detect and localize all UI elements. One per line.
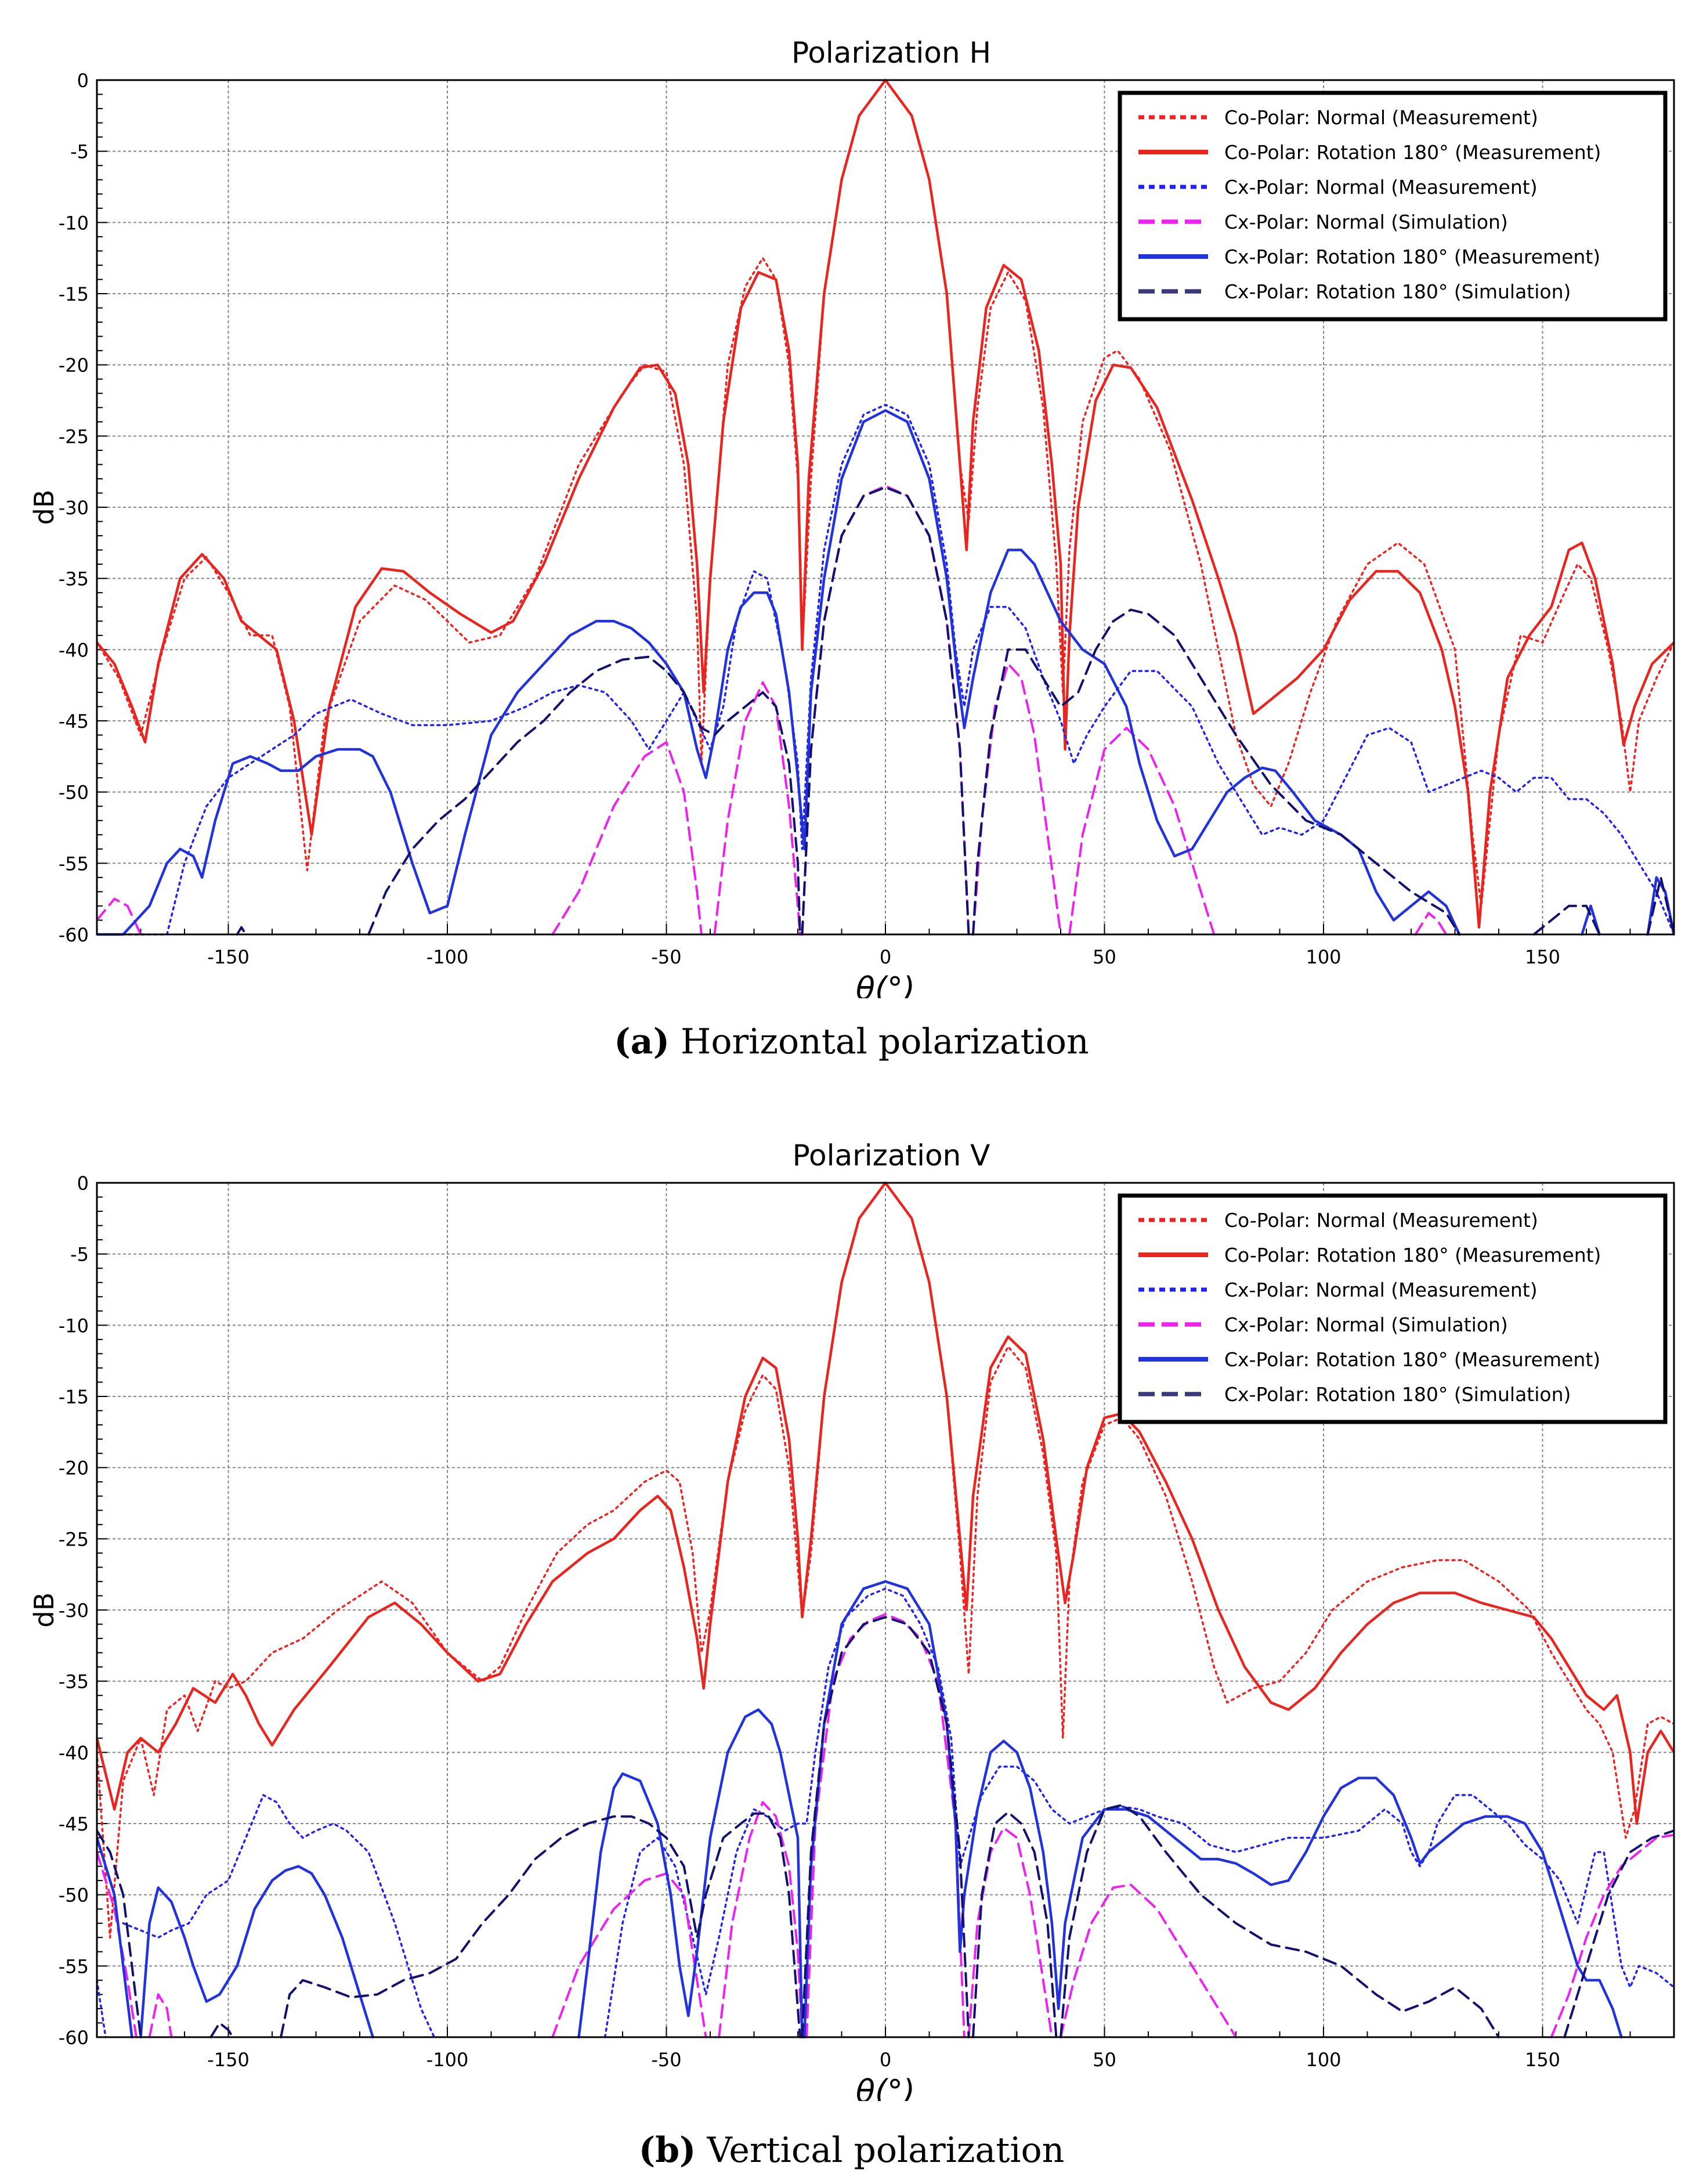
x-tick-label: 150 xyxy=(1525,2049,1560,2071)
legend-label: Cx-Polar: Normal (Simulation) xyxy=(1224,1313,1508,1336)
y-tick-label: -40 xyxy=(59,1742,89,1764)
y-tick-label: -60 xyxy=(59,2027,89,2049)
legend-label: Cx-Polar: Rotation 180° (Measurement) xyxy=(1224,1348,1600,1371)
chart-polarization-v: 0 -5 -10 -15 -20 -25 -30 -35 -40 -45 -50 -55 -60 -150… xyxy=(28,1139,1675,2101)
y-tick-label: -20 xyxy=(59,355,89,377)
y-tick-label: -60 xyxy=(59,924,89,946)
y-tick-label: -35 xyxy=(59,568,89,590)
series-line xyxy=(97,1580,1623,2039)
y-tick-label: -10 xyxy=(59,1315,89,1337)
series-line xyxy=(236,486,1674,936)
series-line xyxy=(97,1613,1674,2038)
series-group xyxy=(97,78,1674,936)
x-tick-label: 50 xyxy=(1093,2049,1116,2071)
legend-label: Co-Polar: Rotation 180° (Measurement) xyxy=(1224,1244,1601,1266)
axes-frame xyxy=(96,1182,1675,2038)
x-tick-label: 150 xyxy=(1525,946,1560,968)
y-axis-label: dB xyxy=(28,1593,60,1628)
x-tick-label: 0 xyxy=(880,2049,891,2071)
y-tick-label: -15 xyxy=(59,1386,89,1408)
caption-text: Horizontal polarization xyxy=(669,1021,1089,1062)
legend-label: Cx-Polar: Normal (Simulation) xyxy=(1224,211,1508,233)
legend-label: Co-Polar: Rotation 180° (Measurement) xyxy=(1224,141,1601,164)
legend-label: Cx-Polar: Normal (Measurement) xyxy=(1224,1279,1538,1301)
caption-tag: (b) xyxy=(638,2130,696,2171)
caption-vertical: (b) Vertical polarization xyxy=(0,2130,1703,2171)
caption-horizontal: (a) Horizontal polarization xyxy=(0,1021,1703,1062)
legend-box xyxy=(1118,91,1668,322)
x-tick-label: 0 xyxy=(880,946,891,968)
chart-title: Polarization V xyxy=(793,1139,990,1172)
series-line xyxy=(97,1616,1674,2038)
series-line xyxy=(97,79,1674,907)
legend-label: Cx-Polar: Rotation 180° (Simulation) xyxy=(1224,1383,1571,1406)
legend-label: Co-Polar: Normal (Measurement) xyxy=(1224,1209,1538,1232)
legend-label: Co-Polar: Normal (Measurement) xyxy=(1224,106,1538,129)
x-tick-label: -50 xyxy=(651,2049,681,2071)
y-tick-label: -5 xyxy=(70,1244,89,1266)
y-tick-label: -5 xyxy=(70,141,89,163)
series-line xyxy=(97,403,1674,936)
x-tick-label: 100 xyxy=(1306,946,1341,968)
x-axis-label: θ(°) xyxy=(856,2073,915,2101)
legend-label: Cx-Polar: Normal (Measurement) xyxy=(1224,176,1538,198)
y-tick-label: -20 xyxy=(59,1457,89,1479)
y-tick-label: -30 xyxy=(59,497,89,519)
axes-frame xyxy=(96,79,1675,936)
x-axis-label: θ(°) xyxy=(856,970,915,998)
y-tick-label: -45 xyxy=(59,1813,89,1835)
y-tick-label: 0 xyxy=(77,70,89,92)
x-tick-label: -150 xyxy=(207,946,250,968)
legend-label: Cx-Polar: Rotation 180° (Simulation) xyxy=(1224,280,1571,303)
x-tick-label: 100 xyxy=(1306,2049,1341,2071)
y-tick-label: -50 xyxy=(59,1885,89,1907)
y-tick-label: 0 xyxy=(77,1172,89,1194)
series-line xyxy=(97,409,1674,936)
y-tick-label: -30 xyxy=(59,1600,89,1622)
x-tick-label: -100 xyxy=(426,2049,469,2071)
series-line xyxy=(97,485,1448,936)
legend-box xyxy=(1118,1193,1668,1424)
y-tick-label: -55 xyxy=(59,853,89,875)
caption-tag: (a) xyxy=(614,1021,670,1062)
y-axis-label: dB xyxy=(28,490,60,525)
x-tick-label: 50 xyxy=(1093,946,1116,968)
chart-polarization-h: 0 -5 -10 -15 -20 -25 -30 -35 -40 -45 -50 -55 -60 -150… xyxy=(28,36,1675,998)
y-tick-label: -40 xyxy=(59,639,89,661)
y-tick-label: -15 xyxy=(59,283,89,305)
y-tick-label: -45 xyxy=(59,710,89,732)
y-tick-label: -55 xyxy=(59,1955,89,1977)
y-tick-label: -35 xyxy=(59,1671,89,1693)
x-tick-label: -100 xyxy=(426,946,469,968)
y-tick-label: -25 xyxy=(59,425,89,447)
chart-title: Polarization H xyxy=(791,36,991,70)
legend-label: Cx-Polar: Rotation 180° (Measurement) xyxy=(1224,246,1600,268)
x-tick-label: -50 xyxy=(651,946,681,968)
y-tick-label: -50 xyxy=(59,782,89,804)
x-tick-label: -150 xyxy=(207,2049,250,2071)
y-tick-label: -25 xyxy=(59,1528,89,1550)
y-tick-label: -10 xyxy=(59,212,89,234)
series-line xyxy=(97,78,1674,929)
caption-text: Vertical polarization xyxy=(696,2130,1065,2171)
